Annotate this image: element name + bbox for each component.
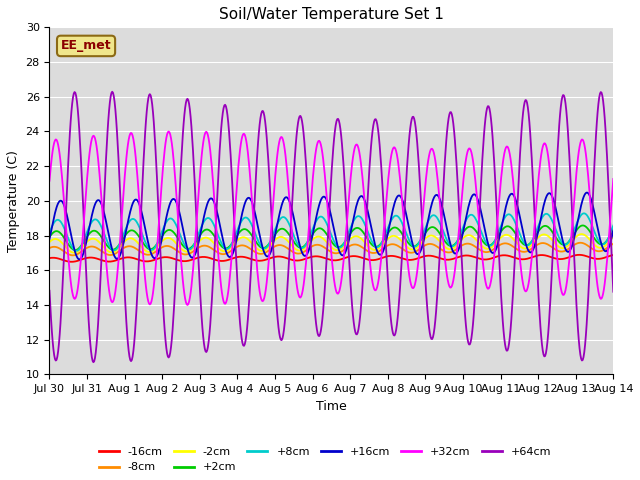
+8cm [417, 236, 425, 241]
Line: +8cm: +8cm [49, 214, 613, 251]
-8cm [417, 245, 425, 251]
-8cm [577, 240, 584, 246]
-8cm [401, 248, 408, 253]
+8cm [401, 227, 408, 232]
-2cm [202, 235, 209, 240]
+8cm [115, 243, 122, 249]
+32cm [184, 302, 191, 308]
+32cm [172, 182, 180, 188]
+2cm [56, 229, 63, 235]
-2cm [115, 245, 122, 251]
+8cm [72, 248, 80, 254]
-16cm [172, 256, 180, 262]
+16cm [401, 205, 408, 211]
+2cm [579, 223, 587, 228]
+8cm [580, 211, 588, 216]
X-axis label: Time: Time [316, 400, 347, 413]
Line: -2cm: -2cm [49, 234, 613, 252]
Line: +64cm: +64cm [49, 92, 613, 362]
+64cm [173, 257, 180, 263]
+64cm [202, 349, 210, 355]
+8cm [202, 216, 209, 222]
+16cm [583, 190, 591, 195]
+32cm [165, 129, 173, 134]
+16cm [609, 228, 617, 233]
+2cm [115, 243, 122, 249]
Line: +2cm: +2cm [49, 226, 613, 250]
+8cm [609, 223, 617, 228]
Line: +32cm: +32cm [49, 132, 613, 305]
-8cm [69, 252, 77, 258]
-2cm [578, 231, 586, 237]
+8cm [172, 221, 180, 227]
Text: EE_met: EE_met [61, 39, 111, 52]
+64cm [115, 171, 123, 177]
+32cm [609, 176, 617, 182]
-8cm [115, 249, 122, 254]
-8cm [45, 245, 53, 251]
-16cm [576, 252, 584, 258]
+32cm [202, 129, 210, 135]
Y-axis label: Temperature (C): Temperature (C) [7, 150, 20, 252]
+2cm [45, 234, 53, 240]
Line: -8cm: -8cm [49, 243, 613, 255]
+64cm [609, 289, 617, 295]
Line: -16cm: -16cm [49, 255, 613, 262]
+2cm [417, 237, 425, 242]
+2cm [72, 247, 79, 253]
+16cm [45, 236, 53, 242]
+32cm [402, 238, 410, 243]
Legend: -16cm, -8cm, -2cm, +2cm, +8cm, +16cm, +32cm, +64cm: -16cm, -8cm, -2cm, +2cm, +8cm, +16cm, +3… [95, 443, 556, 477]
+16cm [76, 256, 83, 262]
+64cm [56, 332, 63, 338]
-8cm [202, 243, 209, 249]
-2cm [172, 240, 180, 246]
+64cm [45, 288, 53, 294]
-16cm [417, 254, 425, 260]
-2cm [417, 240, 425, 246]
-16cm [202, 254, 209, 260]
+16cm [56, 198, 63, 204]
+32cm [114, 267, 122, 273]
+2cm [401, 235, 408, 240]
Title: Soil/Water Temperature Set 1: Soil/Water Temperature Set 1 [219, 7, 444, 22]
-8cm [172, 247, 180, 252]
+16cm [202, 207, 209, 213]
-2cm [609, 234, 617, 240]
-16cm [609, 252, 617, 258]
-8cm [56, 246, 63, 252]
+2cm [609, 228, 617, 234]
-2cm [56, 238, 63, 243]
-16cm [68, 259, 76, 264]
+2cm [202, 227, 209, 233]
Line: +16cm: +16cm [49, 192, 613, 259]
+64cm [418, 216, 426, 222]
+8cm [45, 229, 53, 235]
-16cm [45, 255, 53, 261]
-16cm [401, 256, 408, 262]
+32cm [418, 220, 426, 226]
+2cm [172, 232, 180, 238]
+64cm [90, 360, 97, 365]
-2cm [70, 250, 77, 255]
+16cm [417, 247, 425, 252]
+16cm [115, 255, 122, 261]
-2cm [401, 242, 408, 248]
+32cm [56, 152, 63, 157]
-2cm [45, 239, 53, 245]
+8cm [56, 218, 63, 224]
+64cm [108, 89, 116, 95]
+64cm [402, 190, 410, 195]
+16cm [172, 198, 180, 204]
-16cm [115, 257, 122, 263]
-8cm [609, 241, 617, 247]
-16cm [56, 256, 63, 262]
+32cm [45, 178, 53, 184]
